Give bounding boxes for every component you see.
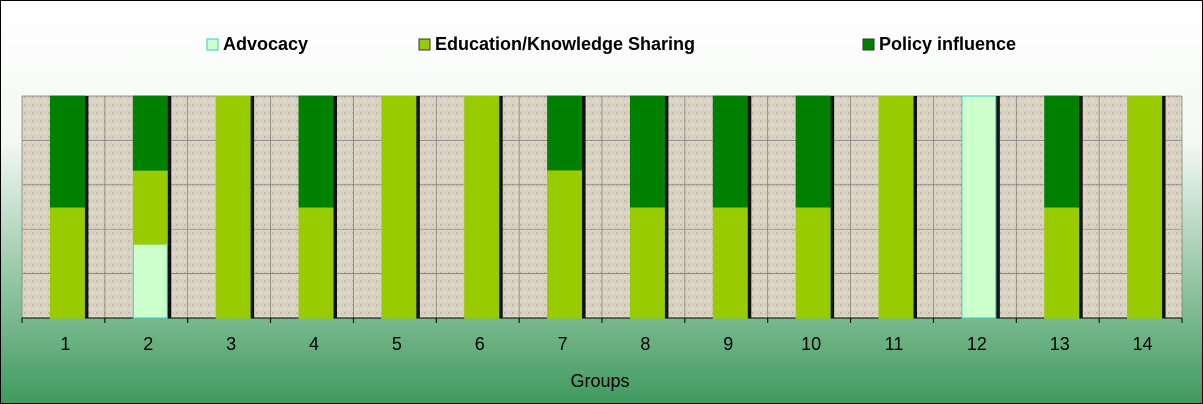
bar-segment bbox=[629, 95, 665, 208]
bar-segment bbox=[49, 95, 85, 208]
bar-shadow bbox=[664, 96, 669, 207]
x-tick-label: 5 bbox=[392, 334, 402, 354]
x-tick-label: 4 bbox=[309, 334, 319, 354]
legend-swatch bbox=[418, 38, 431, 51]
legend-swatch bbox=[862, 38, 875, 51]
bar-shadow bbox=[415, 96, 420, 318]
x-tick-label: 14 bbox=[1133, 334, 1153, 354]
legend-label: Education/Knowledge Sharing bbox=[435, 34, 695, 54]
x-tick-label: 13 bbox=[1050, 334, 1070, 354]
bar-shadow bbox=[167, 96, 172, 171]
bar-shadow bbox=[1161, 96, 1166, 318]
bar-segment bbox=[795, 95, 831, 208]
bar-segment bbox=[547, 169, 583, 319]
bar-shadow bbox=[333, 207, 337, 318]
bar-shadow bbox=[830, 207, 835, 318]
bar-shadow bbox=[167, 244, 172, 318]
bar-segment bbox=[712, 95, 748, 208]
bar-shadow bbox=[581, 169, 586, 318]
bar-shadow bbox=[664, 207, 669, 318]
x-tick-label: 6 bbox=[475, 334, 485, 354]
bar-segment bbox=[547, 95, 583, 171]
bar-segment bbox=[132, 243, 168, 319]
bar-segment bbox=[381, 95, 417, 319]
bar-segment bbox=[215, 95, 251, 319]
x-axis-label: Groups bbox=[570, 371, 629, 391]
x-tick-label: 2 bbox=[143, 334, 153, 354]
bar-segment bbox=[712, 206, 748, 319]
bar-shadow bbox=[1078, 207, 1083, 318]
bar-shadow bbox=[581, 96, 586, 170]
x-tick-label: 3 bbox=[226, 334, 236, 354]
bar-segment bbox=[1044, 206, 1080, 319]
bar-shadow bbox=[1078, 96, 1083, 207]
bar-segment bbox=[464, 95, 500, 319]
bar-shadow bbox=[913, 96, 917, 318]
legend-label: Policy influence bbox=[879, 34, 1016, 54]
legend-label: Advocacy bbox=[223, 34, 308, 54]
bar-shadow bbox=[250, 96, 255, 318]
bar-segment bbox=[49, 206, 85, 319]
bar-segment bbox=[132, 169, 168, 245]
bar-segment bbox=[1127, 95, 1163, 319]
bar-shadow bbox=[830, 96, 835, 207]
bar-shadow bbox=[333, 96, 337, 207]
bar-shadow bbox=[747, 207, 752, 318]
bar-segment bbox=[961, 95, 997, 319]
x-tick-label: 10 bbox=[801, 334, 821, 354]
bar-segment bbox=[298, 95, 334, 208]
x-tick-label: 8 bbox=[640, 334, 650, 354]
bar-shadow bbox=[167, 170, 172, 245]
bar-shadow bbox=[498, 96, 503, 318]
bar-segment bbox=[878, 95, 914, 319]
bar-shadow bbox=[84, 96, 89, 207]
bar-shadow bbox=[995, 96, 1000, 318]
x-tick-label: 7 bbox=[558, 334, 568, 354]
bar-segment bbox=[795, 206, 831, 319]
x-tick-label: 9 bbox=[723, 334, 733, 354]
x-tick-label: 12 bbox=[967, 334, 987, 354]
bar-segment bbox=[298, 206, 334, 319]
legend-swatch bbox=[206, 38, 219, 51]
bar-shadow bbox=[747, 96, 752, 207]
bar-segment bbox=[629, 206, 665, 319]
bar-segment bbox=[132, 95, 168, 171]
x-tick-label: 1 bbox=[60, 334, 70, 354]
x-tick-label: 11 bbox=[885, 334, 904, 354]
bar-shadow bbox=[84, 207, 89, 318]
bar-segment bbox=[1044, 95, 1080, 208]
